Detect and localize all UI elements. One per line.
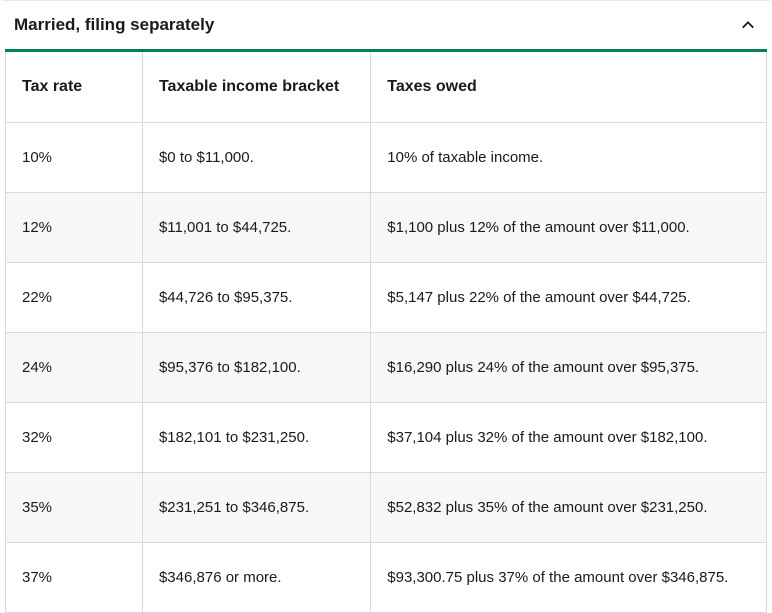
section-title: Married, filing separately — [14, 15, 214, 35]
col-header-bracket: Taxable income bracket — [142, 51, 370, 123]
tax-bracket-table: Tax rate Taxable income bracket Taxes ow… — [5, 49, 767, 613]
table-row: 35% $231,251 to $346,875. $52,832 plus 3… — [6, 472, 767, 542]
cell-rate: 35% — [6, 472, 143, 542]
cell-owed: $16,290 plus 24% of the amount over $95,… — [371, 332, 767, 402]
cell-bracket: $182,101 to $231,250. — [142, 402, 370, 472]
cell-rate: 12% — [6, 192, 143, 262]
col-header-rate: Tax rate — [6, 51, 143, 123]
chevron-up-icon — [740, 17, 756, 33]
table-header-row: Tax rate Taxable income bracket Taxes ow… — [6, 51, 767, 123]
cell-rate: 10% — [6, 122, 143, 192]
cell-rate: 37% — [6, 542, 143, 612]
cell-owed: $37,104 plus 32% of the amount over $182… — [371, 402, 767, 472]
table-body: 10% $0 to $11,000. 10% of taxable income… — [6, 122, 767, 612]
cell-rate: 24% — [6, 332, 143, 402]
col-header-owed: Taxes owed — [371, 51, 767, 123]
cell-bracket: $11,001 to $44,725. — [142, 192, 370, 262]
cell-owed: $1,100 plus 12% of the amount over $11,0… — [371, 192, 767, 262]
cell-owed: 10% of taxable income. — [371, 122, 767, 192]
cell-bracket: $231,251 to $346,875. — [142, 472, 370, 542]
table-row: 24% $95,376 to $182,100. $16,290 plus 24… — [6, 332, 767, 402]
section-header[interactable]: Married, filing separately — [2, 0, 770, 49]
cell-bracket: $346,876 or more. — [142, 542, 370, 612]
cell-bracket: $0 to $11,000. — [142, 122, 370, 192]
table-row: 12% $11,001 to $44,725. $1,100 plus 12% … — [6, 192, 767, 262]
cell-owed: $5,147 plus 22% of the amount over $44,7… — [371, 262, 767, 332]
cell-bracket: $95,376 to $182,100. — [142, 332, 370, 402]
table-row: 10% $0 to $11,000. 10% of taxable income… — [6, 122, 767, 192]
tax-bracket-section: Married, filing separately Tax rate Taxa… — [0, 0, 772, 613]
cell-owed: $52,832 plus 35% of the amount over $231… — [371, 472, 767, 542]
table-row: 32% $182,101 to $231,250. $37,104 plus 3… — [6, 402, 767, 472]
cell-rate: 22% — [6, 262, 143, 332]
cell-owed: $93,300.75 plus 37% of the amount over $… — [371, 542, 767, 612]
cell-bracket: $44,726 to $95,375. — [142, 262, 370, 332]
cell-rate: 32% — [6, 402, 143, 472]
table-row: 37% $346,876 or more. $93,300.75 plus 37… — [6, 542, 767, 612]
table-row: 22% $44,726 to $95,375. $5,147 plus 22% … — [6, 262, 767, 332]
